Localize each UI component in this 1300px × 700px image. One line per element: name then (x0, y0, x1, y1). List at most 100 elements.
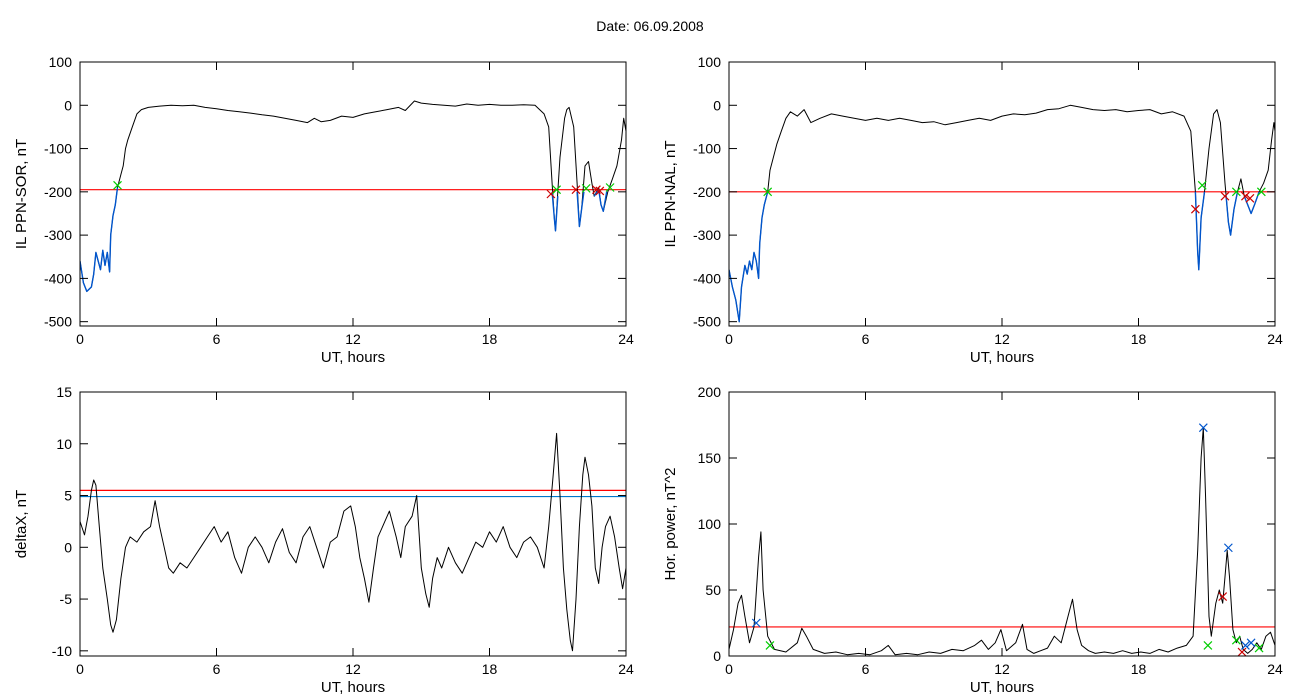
data-marker (1231, 635, 1241, 645)
y-tick-label: 0 (713, 648, 721, 664)
y-tick-label: 100 (698, 54, 722, 70)
x-tick-label: 24 (1267, 661, 1283, 677)
x-tick-label: 6 (862, 661, 870, 677)
plot-area (80, 432, 626, 652)
y-tick-label: 0 (64, 539, 72, 555)
panel-bottom-left: 0 6 12 18 24 -10 -5 0 5 10 15 UT, hours deltaX, nT (13, 384, 634, 696)
y-tick-label: 0 (64, 97, 72, 113)
x-tick-label: 0 (725, 331, 733, 347)
figure-title: Date: 06.09.2008 (596, 18, 704, 34)
plot-frame (728, 61, 1276, 327)
y-axis-label: Hor. power, nT^2 (662, 468, 679, 581)
x-tick-label: 24 (618, 661, 634, 677)
data-marker (1231, 187, 1241, 197)
data-marker (1246, 638, 1256, 648)
x-tick-label: 0 (76, 331, 84, 347)
x-tick-label: 24 (1267, 331, 1283, 347)
data-marker (113, 180, 122, 190)
data-marker (1203, 641, 1213, 650)
y-tick-label: 5 (64, 488, 72, 504)
y-tick-label: 100 (49, 54, 73, 70)
x-axis-label: UT, hours (970, 349, 1034, 366)
series-line (1225, 191, 1239, 236)
y-tick-label: 15 (56, 384, 72, 400)
data-marker (1254, 643, 1264, 653)
y-tick-label: 100 (698, 516, 722, 532)
series-line (729, 191, 769, 323)
data-marker (1218, 592, 1228, 602)
data-marker (1237, 647, 1247, 656)
data-marker (595, 186, 605, 196)
x-axis-label: UT, hours (321, 349, 385, 366)
data-marker (571, 185, 581, 195)
y-axis-label: IL PPN-NAL, nT (662, 141, 679, 248)
x-tick-label: 18 (482, 661, 498, 677)
data-marker (546, 189, 556, 199)
x-tick-label: 24 (618, 331, 634, 347)
y-tick-label: -100 (44, 141, 72, 157)
data-marker (1256, 187, 1266, 197)
y-axis-label: deltaX, nT (13, 490, 30, 558)
y-tick-label: -5 (60, 591, 73, 607)
data-marker (1241, 191, 1250, 201)
x-tick-label: 18 (482, 331, 498, 347)
x-tick-label: 12 (345, 661, 361, 677)
y-tick-label: -400 (693, 270, 721, 286)
plot-area (80, 100, 626, 293)
x-tick-label: 12 (994, 331, 1010, 347)
y-tick-label: -100 (693, 141, 721, 157)
x-tick-label: 6 (213, 331, 221, 347)
data-marker (1190, 204, 1200, 214)
data-marker (1197, 180, 1207, 190)
y-tick-label: -500 (44, 314, 72, 330)
data-marker (763, 187, 773, 197)
data-marker (1220, 191, 1230, 201)
y-tick-label: 200 (698, 384, 722, 400)
data-marker (1223, 543, 1233, 553)
x-tick-label: 12 (345, 331, 361, 347)
data-marker (552, 185, 562, 195)
panel-bottom-right: 0 6 12 18 24 0 50 100 150 200 UT, hours Hor. power,… (662, 384, 1283, 696)
x-tick-label: 18 (1131, 661, 1147, 677)
x-tick-label: 0 (725, 661, 733, 677)
x-axis-label: UT, hours (321, 679, 385, 696)
panel-top-right: 0 6 12 18 24 -500 -400 -300 -200 -100 0 100 UT, hour… (662, 54, 1283, 366)
y-tick-label: -300 (44, 227, 72, 243)
data-marker (1241, 641, 1250, 650)
x-tick-label: 18 (1131, 331, 1147, 347)
series-line (576, 191, 585, 228)
y-tick-label: 150 (698, 450, 722, 466)
series-line (729, 427, 1275, 656)
y-axis-label: IL PPN-SOR, nT (13, 139, 30, 249)
y-tick-label: -300 (693, 227, 721, 243)
y-tick-label: -500 (693, 314, 721, 330)
y-tick-label: 50 (705, 582, 721, 598)
series-line (80, 187, 119, 293)
plot-area (729, 104, 1275, 323)
series-line (80, 100, 626, 292)
data-marker (605, 183, 615, 192)
y-tick-label: 0 (713, 97, 721, 113)
series-line (80, 432, 626, 652)
series-line (593, 189, 608, 212)
plot-frame (79, 391, 627, 657)
x-axis-label: UT, hours (970, 679, 1034, 696)
y-tick-label: -200 (693, 184, 721, 200)
x-tick-label: 12 (994, 661, 1010, 677)
y-tick-label: -400 (44, 270, 72, 286)
data-marker (1245, 193, 1255, 203)
x-tick-label: 0 (76, 661, 84, 677)
plot-area (729, 423, 1275, 656)
y-tick-label: -200 (44, 184, 72, 200)
y-tick-label: 10 (56, 436, 72, 452)
data-marker (581, 183, 591, 193)
series-line (551, 191, 559, 232)
series-line (729, 104, 1275, 323)
plot-frame (728, 391, 1276, 657)
x-tick-label: 6 (862, 331, 870, 347)
data-marker (1198, 423, 1208, 433)
x-tick-label: 6 (213, 661, 221, 677)
data-marker (765, 641, 775, 650)
data-marker (751, 618, 761, 628)
